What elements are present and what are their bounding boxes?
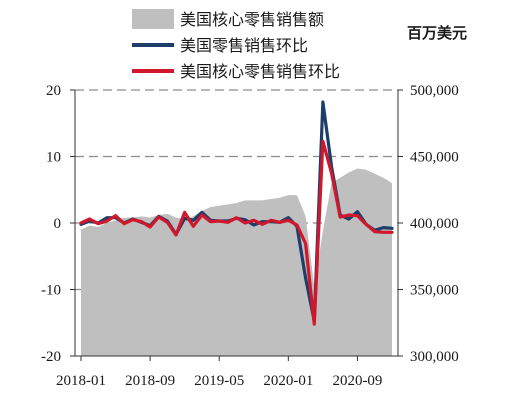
x-axis-tick-label: 2020-01: [263, 373, 313, 389]
x-axis-ticks: 2018-01 2018-09 2019-05 2020-01 2020-09: [56, 356, 382, 389]
right-axis-tick-label: 350,000: [410, 283, 459, 299]
x-axis-tick-label: 2018-01: [56, 373, 106, 389]
left-axis-tick-label: -20: [41, 349, 61, 365]
left-axis-tick-label: 0: [54, 216, 62, 232]
left-axis-tick-label: 10: [46, 150, 61, 166]
left-axis-tick-label: -10: [41, 283, 61, 299]
legend: 美国核心零售销售额 美国零售销售环比 美国核心零售销售环比: [132, 9, 340, 81]
left-axis-tick-label: 20: [46, 83, 61, 99]
x-axis-tick-label: 2018-09: [125, 373, 175, 389]
line-series: [79, 100, 394, 326]
legend-label-retail-mom: 美国零售销售环比: [180, 36, 308, 55]
area-series-core-retail-sales: [81, 168, 392, 356]
legend-label-sales-area: 美国核心零售销售额: [180, 10, 324, 29]
right-axis-unit: 百万美元: [407, 24, 467, 42]
right-axis-tick-label: 400,000: [410, 216, 459, 232]
legend-label-core-retail-mom: 美国核心零售销售环比: [180, 62, 340, 81]
x-axis-tick-label: 2019-05: [194, 373, 244, 389]
area-series: [81, 168, 392, 356]
right-axis-tick-label: 500,000: [410, 83, 459, 99]
x-axis-tick-label: 2020-09: [332, 373, 382, 389]
legend-swatch-sales-area: [132, 9, 174, 29]
right-axis-tick-label: 450,000: [410, 150, 459, 166]
line-series-core-retail-mom: [79, 139, 394, 326]
left-axis-ticks: -20 -10 0 10 20: [41, 83, 75, 365]
right-axis-tick-label: 300,000: [410, 349, 459, 365]
right-axis-ticks: 300,000 350,000 400,000 450,000 500,000: [398, 83, 459, 365]
